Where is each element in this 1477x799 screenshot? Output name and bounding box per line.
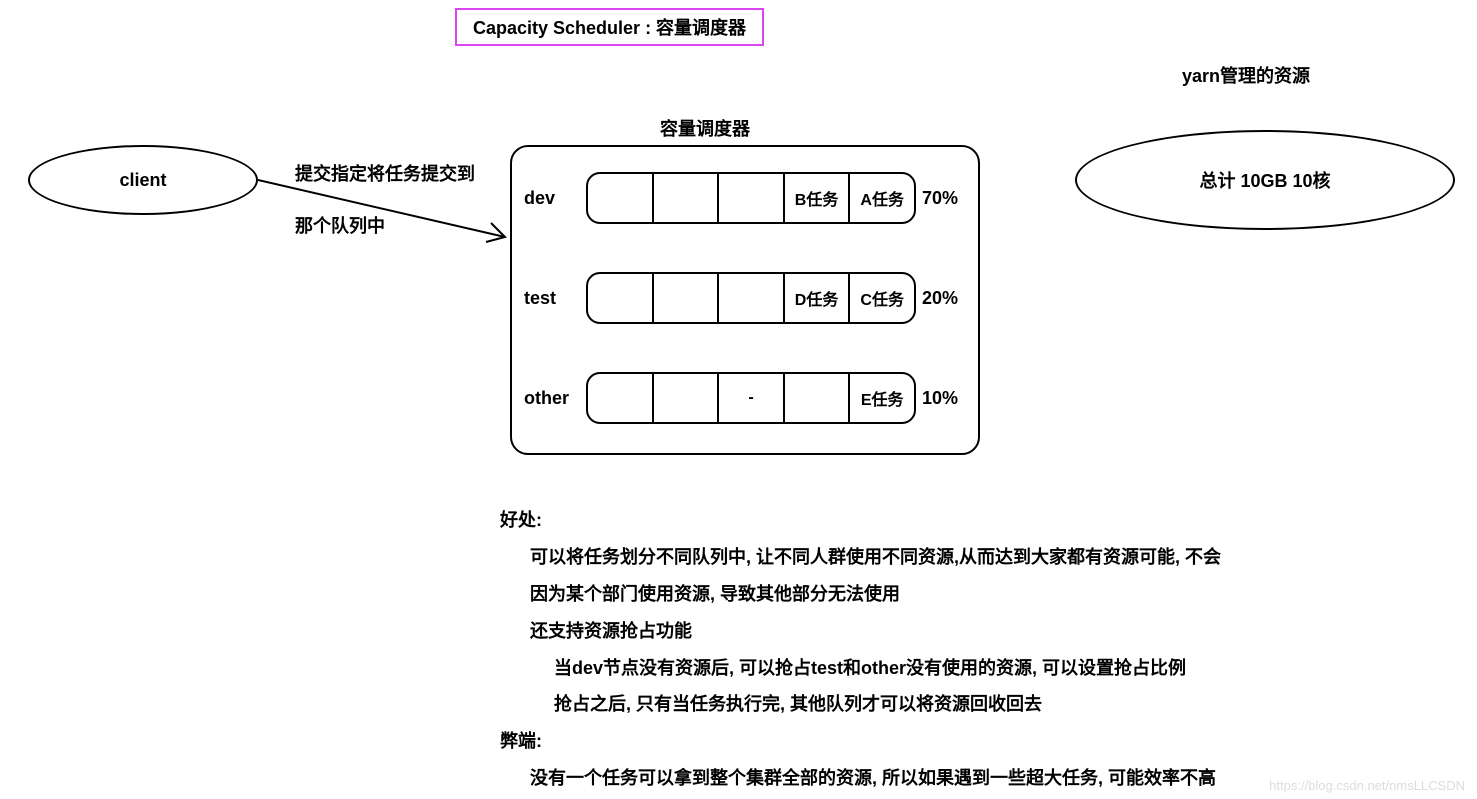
pros-line: 还支持资源抢占功能	[500, 613, 1221, 650]
queue-slot	[654, 274, 720, 322]
queue-bar-other: - E任务	[586, 372, 916, 424]
pros-line: 抢占之后, 只有当任务执行完, 其他队列才可以将资源回收回去	[500, 686, 1221, 723]
queue-slot: D任务	[785, 274, 851, 322]
cons-title: 弊端:	[500, 723, 1221, 760]
queue-bar-test: D任务 C任务	[586, 272, 916, 324]
title-box: Capacity Scheduler : 容量调度器	[455, 8, 764, 46]
queue-slot	[588, 274, 654, 322]
queue-pct-other: 10%	[916, 388, 964, 409]
queue-bar-dev: B任务 A任务	[586, 172, 916, 224]
queue-slot	[654, 174, 720, 222]
queue-slot	[719, 274, 785, 322]
watermark: https://blog.csdn.net/nmsLLCSDN	[1269, 778, 1465, 793]
queue-name-dev: dev	[520, 188, 586, 209]
queue-slot	[719, 174, 785, 222]
pros-line: 因为某个部门使用资源, 导致其他部分无法使用	[500, 576, 1221, 613]
queue-pct-dev: 70%	[916, 188, 964, 209]
queue-name-other: other	[520, 388, 586, 409]
pros-title: 好处:	[500, 502, 1221, 539]
queue-name-test: test	[520, 288, 586, 309]
queue-row-test: test D任务 C任务 20%	[520, 272, 964, 324]
cons-line: 没有一个任务可以拿到整个集群全部的资源, 所以如果遇到一些超大任务, 可能效率不…	[500, 760, 1221, 797]
queue-slot	[588, 174, 654, 222]
queue-slot	[785, 374, 851, 422]
pros-line: 当dev节点没有资源后, 可以抢占test和other没有使用的资源, 可以设置…	[500, 650, 1221, 687]
queue-row-other: other - E任务 10%	[520, 372, 964, 424]
queue-slot: B任务	[785, 174, 851, 222]
arrow-client-to-scheduler	[258, 165, 508, 255]
queue-slot: A任务	[850, 174, 914, 222]
client-node: client	[28, 145, 258, 215]
notes-block: 好处: 可以将任务划分不同队列中, 让不同人群使用不同资源,从而达到大家都有资源…	[500, 502, 1221, 797]
queue-slot	[588, 374, 654, 422]
resource-node: 总计 10GB 10核	[1075, 130, 1455, 230]
queue-pct-test: 20%	[916, 288, 964, 309]
scheduler-title: 容量调度器	[660, 115, 750, 141]
queue-slot: -	[719, 374, 785, 422]
queue-row-dev: dev B任务 A任务 70%	[520, 172, 964, 224]
queue-slot: E任务	[850, 374, 914, 422]
yarn-resource-label: yarn管理的资源	[1182, 62, 1310, 88]
queue-slot	[654, 374, 720, 422]
pros-line: 可以将任务划分不同队列中, 让不同人群使用不同资源,从而达到大家都有资源可能, …	[500, 539, 1221, 576]
queue-slot: C任务	[850, 274, 914, 322]
